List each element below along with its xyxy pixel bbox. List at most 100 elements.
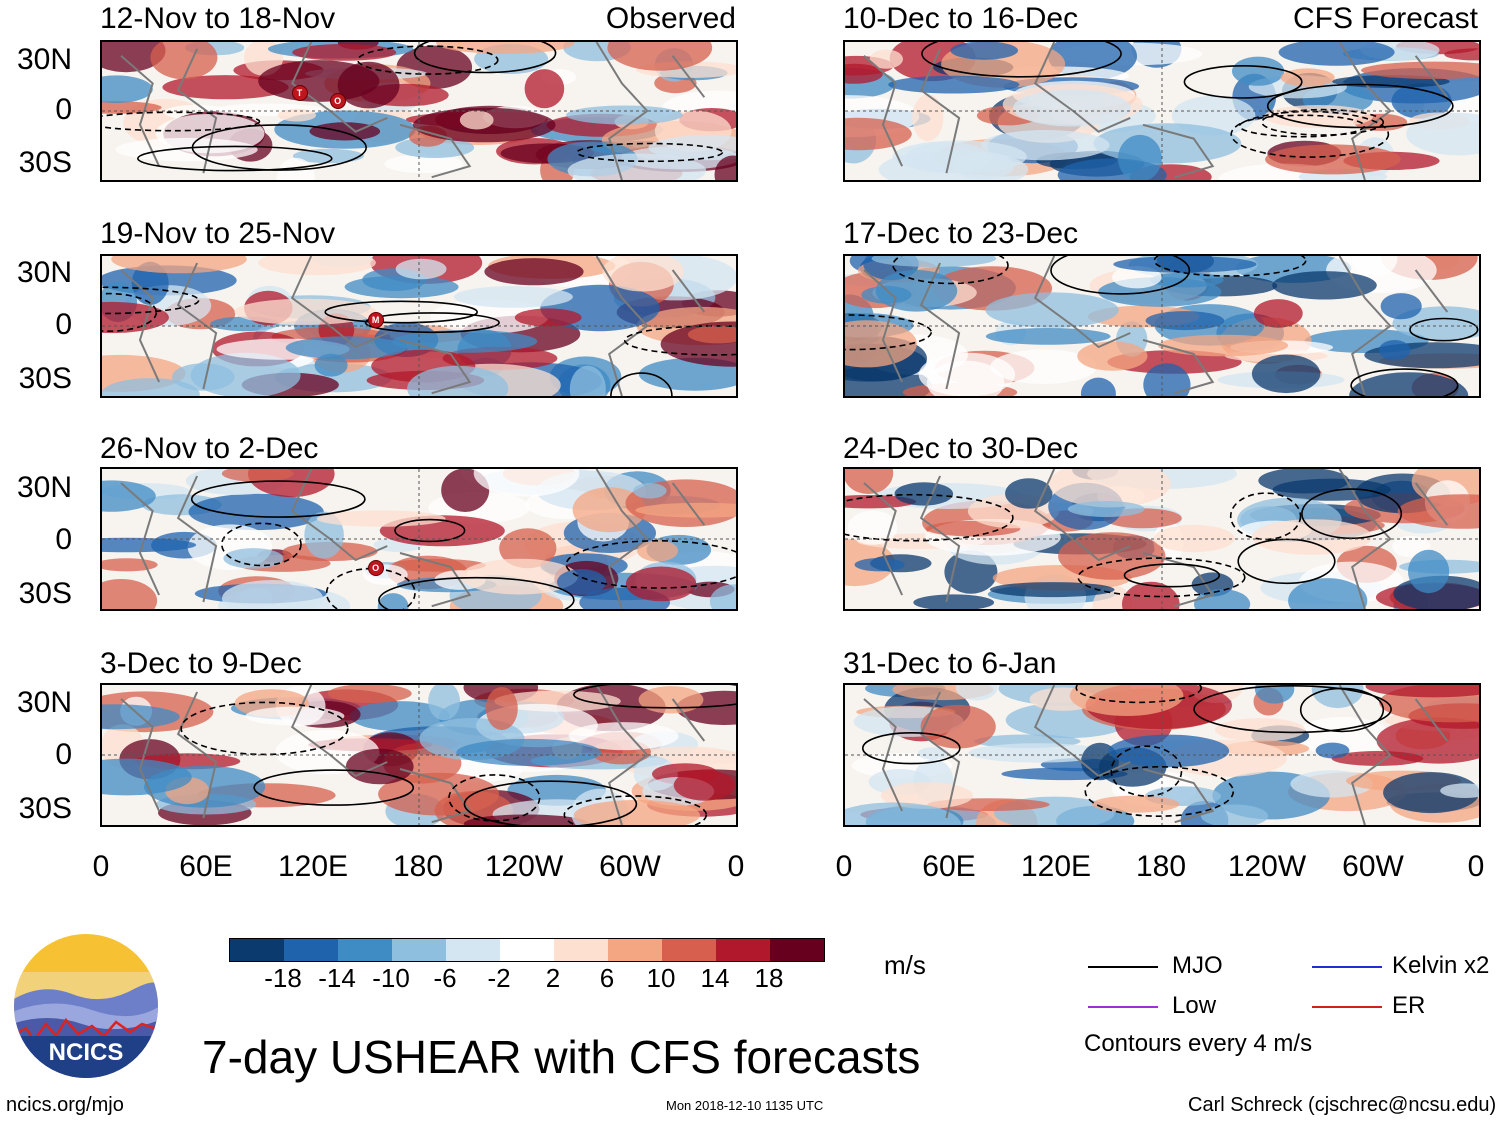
lat-label-eq-2: 0 <box>55 308 72 341</box>
lon-label-right-180: 180 <box>1135 850 1187 883</box>
shear-anomaly-blob <box>453 286 573 308</box>
mjo-contour <box>1193 685 1392 734</box>
colorbar-tick-label: -6 <box>433 963 457 993</box>
shear-anomaly-blob <box>384 154 464 174</box>
coastline <box>671 55 706 98</box>
coastline <box>399 552 472 608</box>
shear-anomaly-blob <box>1254 685 1295 704</box>
panel-title-right-3: 24-Dec to 30-Dec <box>843 432 1079 465</box>
lon-label-left-120e: 120E <box>277 850 349 883</box>
mjo-contour <box>253 769 415 806</box>
shear-anomaly-blob <box>499 528 557 569</box>
mjo-contour <box>1237 538 1336 585</box>
coastline <box>1142 339 1215 395</box>
mjo-contour <box>413 42 557 74</box>
panel-title-right-1: 10-Dec to 16-Dec <box>843 2 1079 35</box>
lat-label-30n-1: 30N <box>16 43 72 76</box>
shear-anomaly-blob <box>917 747 949 760</box>
mjo-contour <box>845 493 1014 542</box>
coastline <box>1338 42 1392 180</box>
footer-url[interactable]: ncics.org/mjo <box>6 1094 124 1116</box>
lon-label-left-0b: 0 <box>727 850 745 883</box>
shear-anomaly-blob <box>349 701 450 732</box>
shear-anomaly-blob <box>102 758 192 796</box>
main-title: 7-day USHEAR with CFS forecasts <box>202 1031 921 1083</box>
mjo-contour <box>1409 317 1479 342</box>
lon-label-right-120e: 120E <box>1020 850 1092 883</box>
mjo-contour <box>378 576 575 609</box>
panel-title-left-4: 3-Dec to 9-Dec <box>100 647 302 680</box>
mjo-contour <box>892 256 1009 285</box>
observed-label: Observed <box>605 2 736 35</box>
shear-anomaly-blob <box>190 352 301 396</box>
colorbar-tick-label: 6 <box>599 963 615 993</box>
shear-anomaly-blob <box>1440 783 1479 798</box>
shear-anomaly-blob <box>950 42 1018 60</box>
colorbar-tick-label: 2 <box>545 963 561 993</box>
lat-label-30n-4: 30N <box>16 686 72 719</box>
colorbar-swatch <box>338 939 392 961</box>
shear-anomaly-blob <box>1288 578 1368 609</box>
map-panel-left-2: M <box>100 254 738 398</box>
shear-anomaly-blob <box>327 685 412 703</box>
coastline <box>919 48 961 174</box>
coastline <box>595 469 649 609</box>
mjo-contour <box>1123 563 1221 588</box>
map-panel-right-4 <box>843 683 1481 827</box>
shear-anomaly-blob <box>981 129 1110 161</box>
lat-label-eq-4: 0 <box>55 738 72 771</box>
mjo-contour <box>1261 108 1385 136</box>
shear-anomaly-blob <box>912 94 944 142</box>
shear-anomaly-blob <box>894 482 954 506</box>
legend-mjo-line <box>1088 966 1158 968</box>
ncics-logo: NCICS <box>12 932 160 1080</box>
shear-anomaly-blob <box>1232 56 1285 86</box>
shear-anomaly-blob <box>1215 718 1306 742</box>
panel-title-left-1: 12-Nov to 18-Nov <box>100 2 336 35</box>
coastline <box>1142 123 1215 179</box>
coastline <box>863 698 904 812</box>
shear-anomaly-blob <box>1349 372 1469 396</box>
lon-label-left-60w: 60W <box>599 850 661 883</box>
shear-anomaly-blob <box>635 502 736 518</box>
legend-mjo-label: MJO <box>1172 952 1223 979</box>
lat-label-30n-2: 30N <box>16 256 72 289</box>
colorbar-tick-label: 14 <box>700 963 730 993</box>
mjo-contour <box>394 518 466 543</box>
shear-anomaly-blob <box>285 336 407 360</box>
mjo-contour <box>573 685 736 709</box>
map-panel-left-4 <box>100 683 738 827</box>
coastline <box>1414 55 1449 98</box>
coastline <box>120 482 161 596</box>
shear-anomaly-blob <box>407 365 509 396</box>
shear-anomaly-blob <box>1093 123 1242 164</box>
shear-anomaly-blob <box>1280 68 1335 87</box>
shear-anomaly-blob <box>514 308 582 327</box>
lat-label-eq-3: 0 <box>55 523 72 556</box>
shear-anomaly-blob <box>102 75 153 103</box>
coastline <box>120 269 161 383</box>
shear-anomaly-blob <box>845 63 883 84</box>
shear-anomaly-blob <box>1376 717 1479 764</box>
mjo-contour <box>102 111 261 132</box>
coastline <box>399 123 472 179</box>
shear-anomaly-blob <box>309 122 381 141</box>
colorbar-swatch <box>608 939 662 961</box>
shear-anomaly-blob <box>395 258 447 280</box>
coastline <box>595 256 649 396</box>
colorbar-swatch <box>284 939 338 961</box>
shear-anomaly-blob <box>430 299 549 334</box>
contour-interval-note: Contours every 4 m/s <box>1084 1030 1313 1057</box>
mjo-contour <box>190 480 366 518</box>
coastline <box>1338 256 1392 396</box>
mjo-contour <box>137 145 333 172</box>
shear-anomaly-blob <box>428 685 460 721</box>
mjo-contour <box>191 124 368 171</box>
coastline <box>671 482 706 526</box>
shear-anomaly-blob <box>687 325 736 344</box>
shear-anomaly-blob <box>1077 341 1148 371</box>
shear-anomaly-blob <box>1331 751 1424 766</box>
legend-low-label: Low <box>1172 992 1217 1019</box>
coastline <box>863 269 904 383</box>
